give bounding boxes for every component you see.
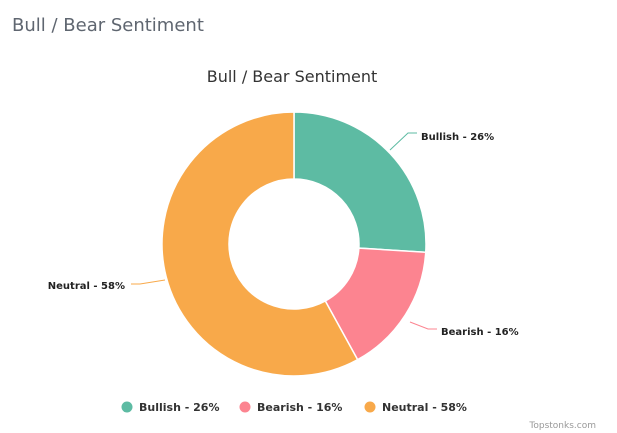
chart-title: Bull / Bear Sentiment [207,67,378,86]
legend-item-bearish[interactable]: Bearish - 16% [239,401,343,414]
page-heading: Bull / Bear Sentiment [12,15,204,36]
slice-bullish[interactable] [293,111,427,254]
legend: Bullish - 26% Bearish - 16% Neutral - 58% [121,401,467,414]
credit-text[interactable]: Topstonks.com [528,421,596,431]
slice-neutral[interactable] [161,111,359,377]
legend-swatch-neutral [364,401,376,413]
legend-label-bearish: Bearish - 16% [257,401,342,414]
connector-bullish [389,132,417,151]
legend-swatch-bearish [239,401,251,413]
slice-labels: Bullish - 26% Bearish - 16% Neutral - 58% [48,132,519,338]
legend-label-neutral: Neutral - 58% [382,401,467,414]
legend-item-neutral[interactable]: Neutral - 58% [364,401,467,414]
slice-label-neutral: Neutral - 58% [48,281,125,292]
legend-label-bullish: Bullish - 26% [139,401,219,414]
slice-label-bullish: Bullish - 26% [421,132,494,143]
slice-label-bearish: Bearish - 16% [441,327,519,338]
legend-swatch-bullish [121,401,133,413]
connector-neutral [131,279,166,285]
label-connectors [131,132,437,330]
connector-bearish [409,321,437,330]
donut-slices [161,111,427,377]
legend-item-bullish[interactable]: Bullish - 26% [121,401,220,414]
